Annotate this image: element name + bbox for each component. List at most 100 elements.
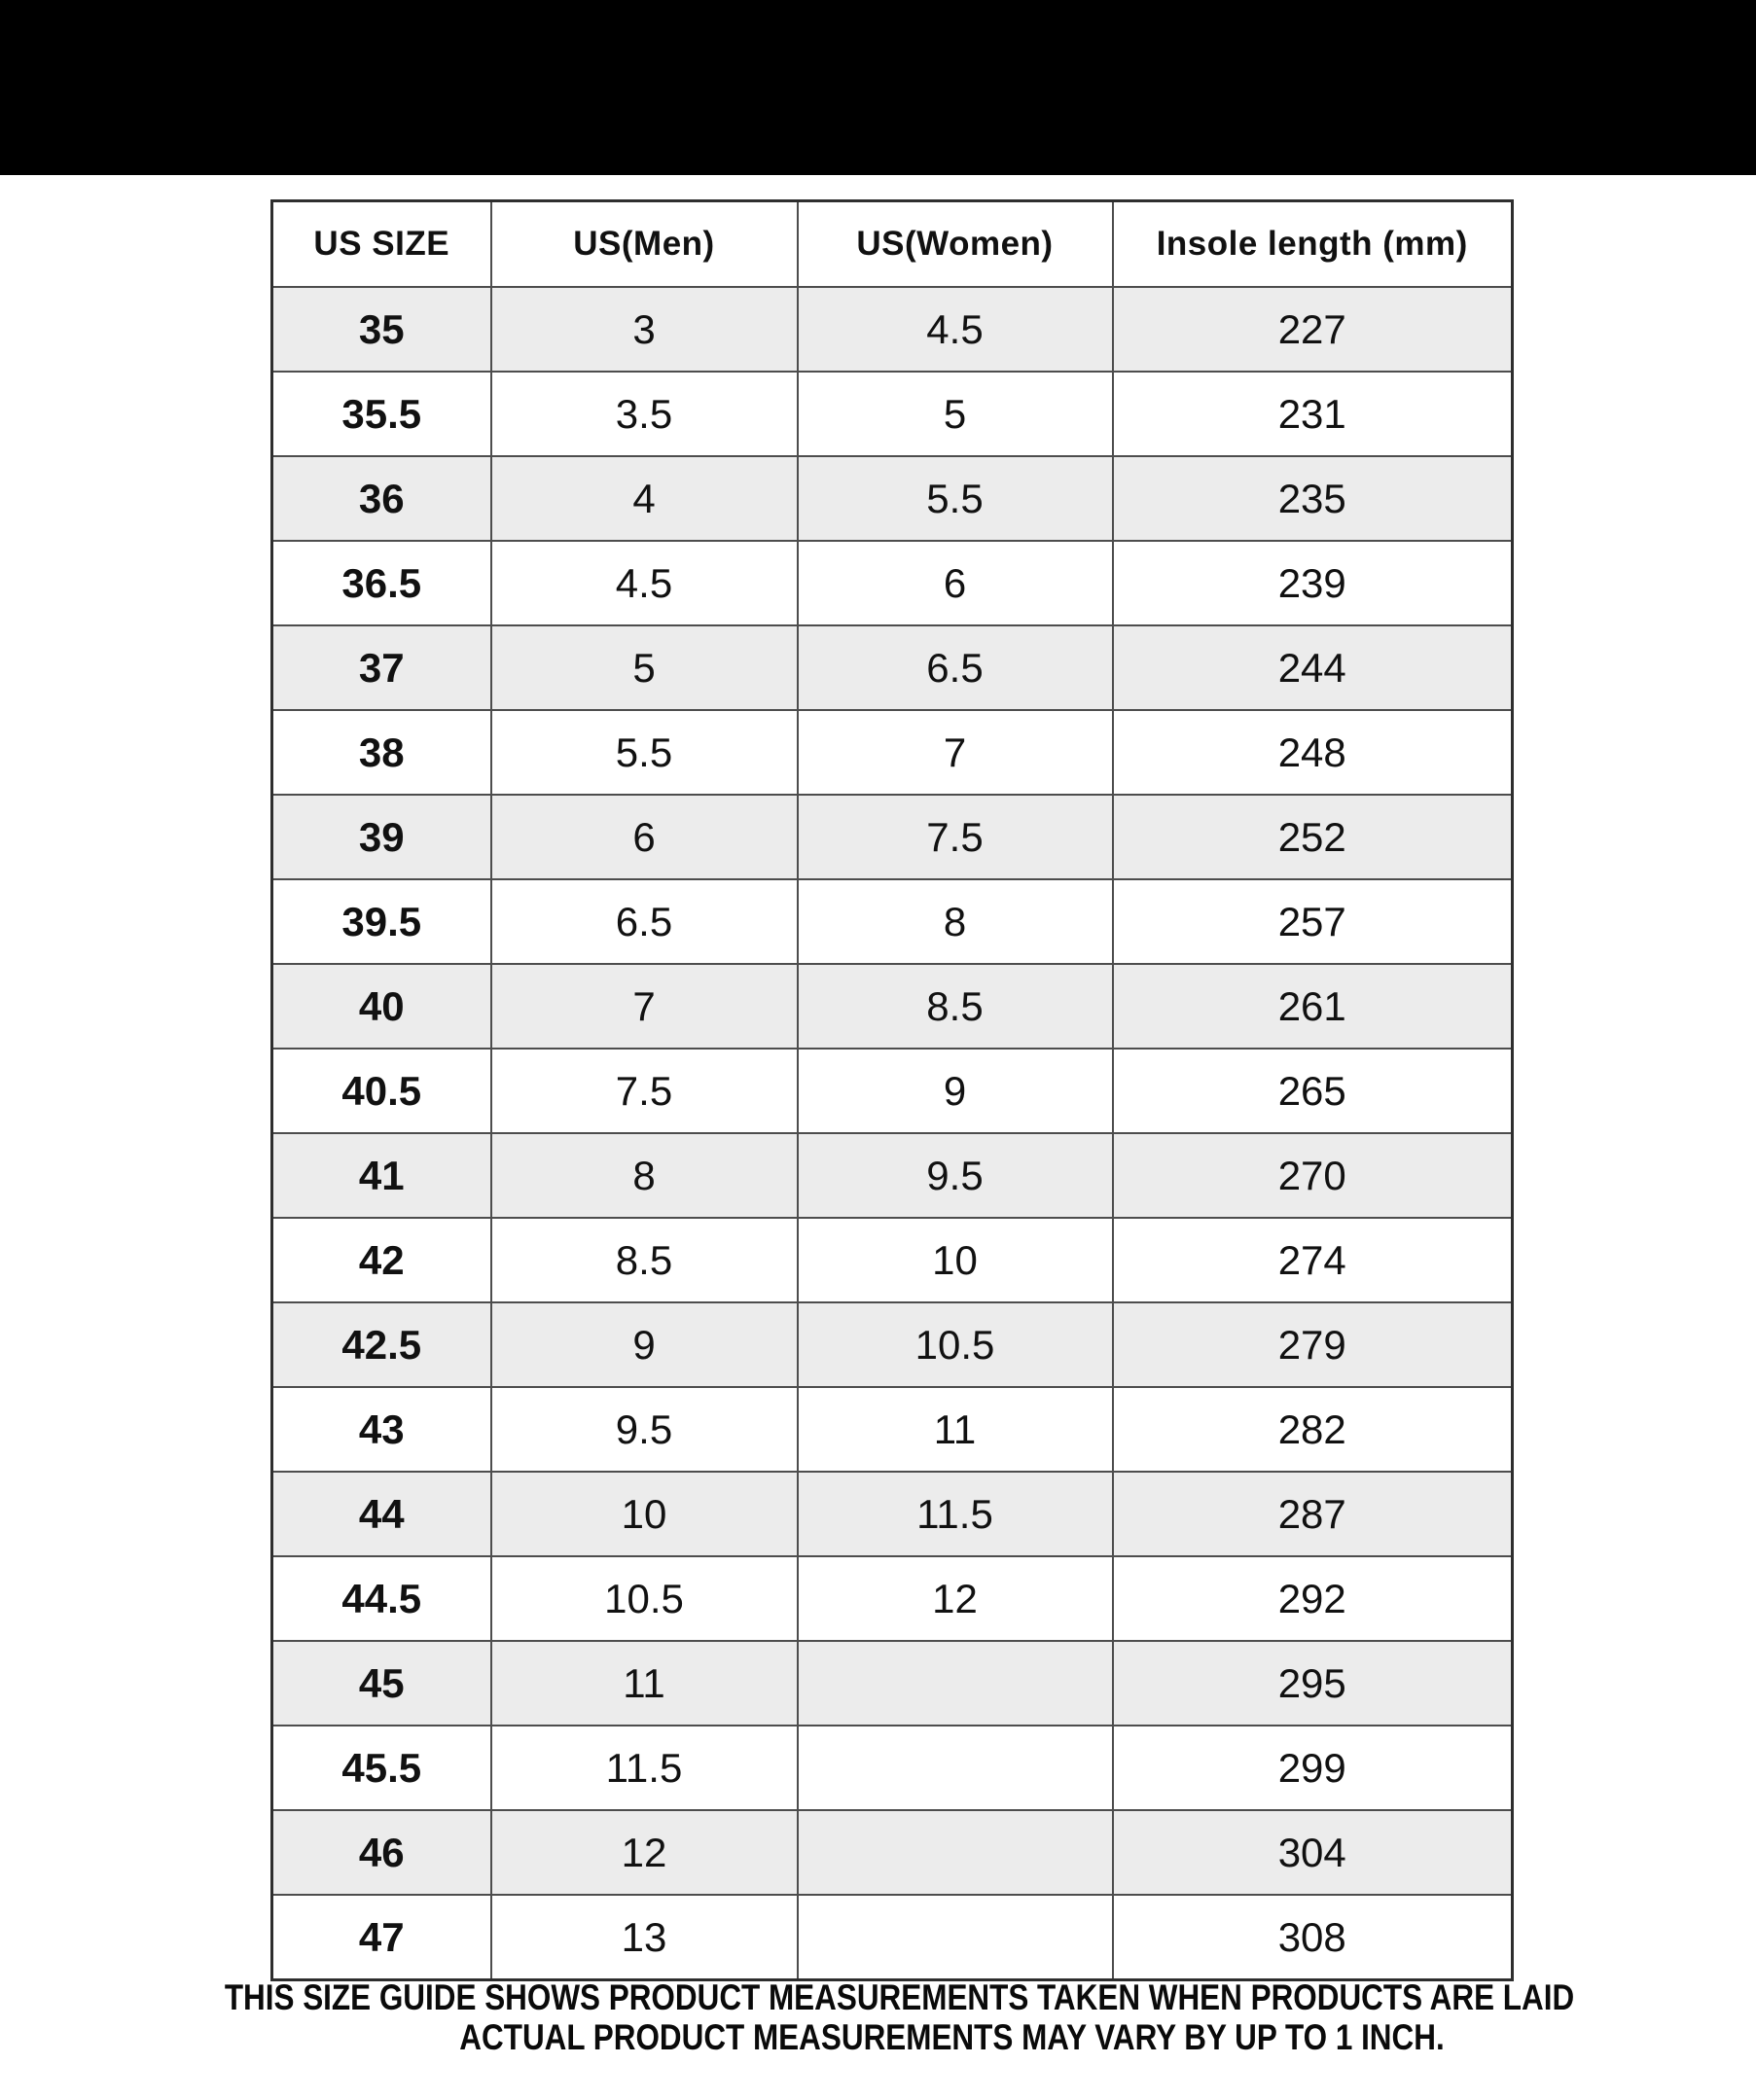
cell-us-size: 39	[270, 794, 492, 880]
cell-us-men: 10.5	[489, 1555, 799, 1642]
cell-insole-length: 282	[1111, 1386, 1514, 1473]
cell-us-women: 10	[796, 1217, 1114, 1303]
top-banner	[0, 0, 1756, 175]
cell-insole-length: 239	[1111, 540, 1514, 626]
cell-us-size: 45	[270, 1640, 492, 1726]
cell-insole-length: 295	[1111, 1640, 1514, 1726]
cell-us-men: 8	[489, 1132, 799, 1219]
cell-us-women: 9	[796, 1048, 1114, 1134]
cell-us-size: 41	[270, 1132, 492, 1219]
cell-us-men: 3.5	[489, 371, 799, 457]
table-row: 36 4 5.5 235	[270, 455, 1514, 542]
cell-us-size: 35.5	[270, 371, 492, 457]
cell-us-size: 36.5	[270, 540, 492, 626]
cell-us-men: 8.5	[489, 1217, 799, 1303]
cell-us-men: 3	[489, 286, 799, 373]
cell-us-size: 46	[270, 1809, 492, 1896]
cell-us-men: 6.5	[489, 878, 799, 965]
cell-us-size: 35	[270, 286, 492, 373]
cell-us-size: 40	[270, 963, 492, 1050]
cell-us-women: 8	[796, 878, 1114, 965]
cell-us-men: 11.5	[489, 1725, 799, 1811]
cell-us-men: 12	[489, 1809, 799, 1896]
cell-insole-length: 257	[1111, 878, 1514, 965]
cell-us-size: 44	[270, 1471, 492, 1557]
table-row: 40 7 8.5 261	[270, 963, 1514, 1050]
cell-insole-length: 279	[1111, 1301, 1514, 1388]
cell-insole-length: 304	[1111, 1809, 1514, 1896]
cell-us-women	[796, 1725, 1114, 1811]
footer-line-2: ACTUAL PRODUCT MEASUREMENTS MAY VARY BY …	[459, 2017, 1445, 2057]
cell-us-women: 6.5	[796, 624, 1114, 711]
table-row: 41 8 9.5 270	[270, 1132, 1514, 1219]
cell-us-size: 43	[270, 1386, 492, 1473]
cell-us-size: 47	[270, 1894, 492, 1981]
table-row: 47 13 308	[270, 1894, 1514, 1981]
cell-us-women: 10.5	[796, 1301, 1114, 1388]
table-row: 36.5 4.5 6 239	[270, 540, 1514, 626]
cell-insole-length: 274	[1111, 1217, 1514, 1303]
cell-us-women: 9.5	[796, 1132, 1114, 1219]
cell-us-men: 7	[489, 963, 799, 1050]
table-row: 44 10 11.5 287	[270, 1471, 1514, 1557]
cell-us-men: 7.5	[489, 1048, 799, 1134]
header-us-women: US(Women)	[796, 199, 1114, 288]
cell-us-women: 4.5	[796, 286, 1114, 373]
footer-line-1: THIS SIZE GUIDE SHOWS PRODUCT MEASUREMEN…	[224, 1977, 1575, 2017]
cell-us-size: 44.5	[270, 1555, 492, 1642]
cell-us-men: 5	[489, 624, 799, 711]
cell-us-women	[796, 1640, 1114, 1726]
cell-us-men: 9.5	[489, 1386, 799, 1473]
cell-us-men: 5.5	[489, 709, 799, 796]
cell-insole-length: 252	[1111, 794, 1514, 880]
cell-us-size: 40.5	[270, 1048, 492, 1134]
cell-insole-length: 292	[1111, 1555, 1514, 1642]
cell-insole-length: 261	[1111, 963, 1514, 1050]
cell-us-men: 10	[489, 1471, 799, 1557]
cell-us-men: 4	[489, 455, 799, 542]
cell-us-men: 4.5	[489, 540, 799, 626]
cell-us-women: 7.5	[796, 794, 1114, 880]
cell-insole-length: 248	[1111, 709, 1514, 796]
size-table-body: 35 3 4.5 227 35.5 3.5 5 231 36 4 5.5 235…	[270, 286, 1514, 1981]
cell-us-women	[796, 1809, 1114, 1896]
cell-insole-length: 299	[1111, 1725, 1514, 1811]
table-row: 39.5 6.5 8 257	[270, 878, 1514, 965]
table-row: 38 5.5 7 248	[270, 709, 1514, 796]
cell-insole-length: 244	[1111, 624, 1514, 711]
cell-us-women: 7	[796, 709, 1114, 796]
cell-us-women: 11.5	[796, 1471, 1114, 1557]
table-row: 45.5 11.5 299	[270, 1725, 1514, 1811]
cell-us-size: 37	[270, 624, 492, 711]
header-insole-length: Insole length (mm)	[1111, 199, 1514, 288]
table-row: 35.5 3.5 5 231	[270, 371, 1514, 457]
cell-insole-length: 235	[1111, 455, 1514, 542]
cell-us-women: 5.5	[796, 455, 1114, 542]
cell-insole-length: 287	[1111, 1471, 1514, 1557]
table-row: 40.5 7.5 9 265	[270, 1048, 1514, 1134]
cell-us-men: 11	[489, 1640, 799, 1726]
cell-us-men: 6	[489, 794, 799, 880]
table-row: 39 6 7.5 252	[270, 794, 1514, 880]
cell-us-women: 12	[796, 1555, 1114, 1642]
size-chart-table: US SIZE US(Men) US(Women) Insole length …	[270, 199, 1514, 1981]
cell-us-women: 5	[796, 371, 1114, 457]
cell-us-size: 42	[270, 1217, 492, 1303]
cell-us-women: 8.5	[796, 963, 1114, 1050]
table-row: 43 9.5 11 282	[270, 1386, 1514, 1473]
cell-us-size: 36	[270, 455, 492, 542]
table-row: 42 8.5 10 274	[270, 1217, 1514, 1303]
cell-insole-length: 227	[1111, 286, 1514, 373]
header-us-men: US(Men)	[489, 199, 799, 288]
cell-insole-length: 270	[1111, 1132, 1514, 1219]
table-row: 45 11 295	[270, 1640, 1514, 1726]
header-row: US SIZE US(Men) US(Women) Insole length …	[270, 199, 1514, 288]
cell-us-size: 38	[270, 709, 492, 796]
cell-insole-length: 265	[1111, 1048, 1514, 1134]
table-row: 46 12 304	[270, 1809, 1514, 1896]
cell-us-size: 42.5	[270, 1301, 492, 1388]
cell-us-women	[796, 1894, 1114, 1981]
table-row: 42.5 9 10.5 279	[270, 1301, 1514, 1388]
cell-insole-length: 231	[1111, 371, 1514, 457]
